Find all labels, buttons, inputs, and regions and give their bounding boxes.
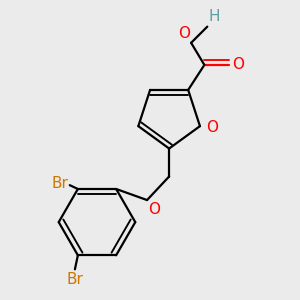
Text: O: O — [178, 26, 190, 41]
Text: H: H — [209, 9, 220, 24]
Text: Br: Br — [67, 272, 83, 287]
Text: O: O — [232, 57, 244, 72]
Text: Br: Br — [51, 176, 68, 191]
Text: O: O — [206, 120, 218, 135]
Text: O: O — [148, 202, 160, 217]
